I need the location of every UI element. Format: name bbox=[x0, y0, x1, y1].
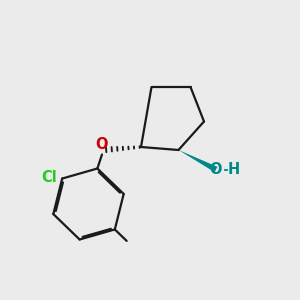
Text: H: H bbox=[228, 162, 240, 177]
Text: O: O bbox=[210, 162, 222, 177]
Text: Cl: Cl bbox=[42, 169, 58, 184]
Text: O: O bbox=[96, 137, 108, 152]
Polygon shape bbox=[178, 150, 218, 172]
